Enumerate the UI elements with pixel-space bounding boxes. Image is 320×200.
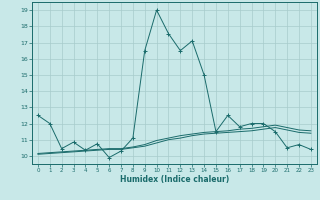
X-axis label: Humidex (Indice chaleur): Humidex (Indice chaleur): [120, 175, 229, 184]
